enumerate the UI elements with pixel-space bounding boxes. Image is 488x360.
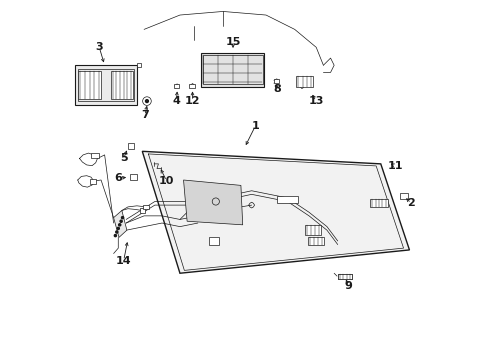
Bar bbox=[202, 55, 262, 84]
Bar bbox=[136, 63, 141, 67]
Bar bbox=[208, 237, 219, 244]
Circle shape bbox=[119, 224, 121, 226]
Bar bbox=[130, 174, 136, 180]
Bar bbox=[400, 193, 407, 199]
Text: 14: 14 bbox=[116, 256, 131, 266]
Bar bbox=[307, 237, 324, 245]
Text: 7: 7 bbox=[141, 111, 148, 121]
Polygon shape bbox=[75, 65, 137, 105]
Circle shape bbox=[121, 217, 123, 219]
Polygon shape bbox=[113, 211, 126, 237]
Circle shape bbox=[117, 227, 119, 229]
Bar bbox=[337, 274, 351, 279]
Circle shape bbox=[145, 100, 148, 103]
Text: 5: 5 bbox=[120, 153, 127, 163]
Text: 2: 2 bbox=[407, 198, 414, 208]
Polygon shape bbox=[183, 180, 242, 225]
Bar bbox=[78, 69, 134, 101]
Text: 11: 11 bbox=[386, 161, 402, 171]
Text: 3: 3 bbox=[95, 42, 103, 52]
Text: 10: 10 bbox=[159, 176, 174, 186]
Bar bbox=[139, 208, 144, 213]
Bar bbox=[127, 143, 134, 149]
Bar bbox=[78, 71, 101, 99]
Bar bbox=[91, 153, 99, 158]
Text: 12: 12 bbox=[184, 96, 200, 106]
Polygon shape bbox=[142, 151, 408, 273]
Bar bbox=[276, 197, 298, 203]
Text: 13: 13 bbox=[308, 96, 323, 106]
Text: 8: 8 bbox=[272, 84, 280, 94]
Text: 1: 1 bbox=[251, 121, 259, 131]
Bar bbox=[337, 274, 351, 279]
Bar bbox=[143, 205, 148, 209]
Text: 6: 6 bbox=[114, 173, 122, 183]
Bar bbox=[174, 84, 179, 88]
Polygon shape bbox=[201, 53, 264, 87]
Bar bbox=[273, 79, 278, 83]
Bar bbox=[304, 225, 320, 235]
Text: 15: 15 bbox=[225, 37, 240, 47]
Circle shape bbox=[120, 220, 122, 222]
Bar bbox=[90, 180, 96, 184]
Bar bbox=[189, 84, 194, 88]
Bar bbox=[111, 71, 132, 99]
Bar bbox=[296, 76, 313, 87]
Text: 9: 9 bbox=[344, 281, 352, 291]
Circle shape bbox=[116, 231, 118, 233]
Bar bbox=[369, 199, 387, 207]
Text: 4: 4 bbox=[172, 96, 180, 106]
Circle shape bbox=[114, 234, 116, 237]
